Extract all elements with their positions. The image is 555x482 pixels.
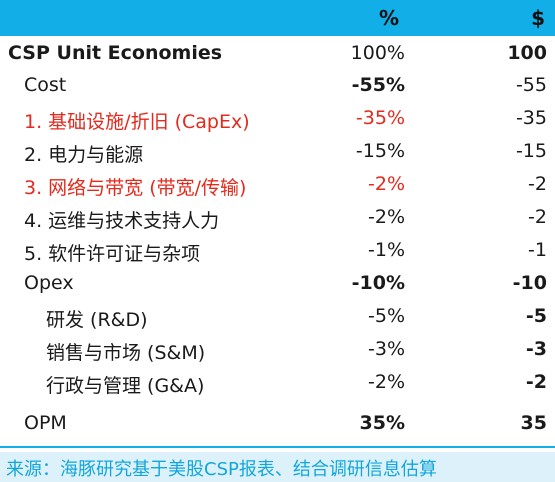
row-value: -2	[525, 371, 547, 393]
row-value: -3	[525, 338, 547, 360]
row-percent: -15%	[355, 140, 405, 162]
row-value: -55	[515, 74, 547, 96]
table-row-cost: Cost -55% -55	[0, 70, 555, 102]
table-header: % $	[0, 0, 555, 36]
row-label: 4. 运维与技术支持人力	[24, 210, 220, 232]
row-percent: 100%	[350, 42, 405, 64]
row-value: -15	[515, 140, 547, 162]
row-label: 2. 电力与能源	[24, 144, 144, 166]
row-label: 销售与市场 (S&M)	[46, 342, 206, 364]
row-value: -5	[525, 305, 547, 327]
row-percent: -10%	[351, 272, 405, 294]
row-percent: -35%	[355, 107, 405, 129]
row-value: -2	[528, 173, 547, 195]
table-row-csp-unit-economies: CSP Unit Economies 100% 100	[0, 38, 555, 70]
row-value: -1	[528, 239, 547, 261]
table-row-ops-staff: 4. 运维与技术支持人力 -2% -2	[0, 202, 555, 234]
row-value: -35	[515, 107, 547, 129]
row-value: 35	[520, 412, 547, 434]
row-percent: -2%	[368, 371, 405, 393]
table-row-opm: OPM 35% 35	[0, 408, 555, 440]
row-percent: -55%	[351, 74, 405, 96]
row-label: OPM	[24, 412, 67, 434]
row-percent: -1%	[368, 239, 405, 261]
row-label: CSP Unit Economies	[8, 42, 223, 64]
table-row-capex: 1. 基础设施/折旧 (CapEx) -35% -35	[0, 103, 555, 135]
row-percent: -2%	[368, 173, 405, 195]
percent-column-header: %	[378, 6, 399, 30]
row-percent: -2%	[368, 206, 405, 228]
row-percent: 35%	[359, 412, 405, 434]
row-label: Opex	[24, 272, 74, 294]
table-row-gna: 行政与管理 (G&A) -2% -2	[0, 367, 555, 399]
row-percent: -5%	[368, 305, 405, 327]
source-footer: 来源：海豚研究基于美股CSP报表、结合调研信息估算	[0, 452, 555, 482]
table-row-network: 3. 网络与带宽 (带宽/传输) -2% -2	[0, 169, 555, 201]
row-label: 1. 基础设施/折旧 (CapEx)	[24, 111, 250, 133]
table-row-snm: 销售与市场 (S&M) -3% -3	[0, 334, 555, 366]
table-row-opex: Opex -10% -10	[0, 268, 555, 300]
row-label: 行政与管理 (G&A)	[46, 375, 205, 397]
table-row-power: 2. 电力与能源 -15% -15	[0, 136, 555, 168]
row-value: 100	[507, 42, 547, 64]
row-percent: -3%	[368, 338, 405, 360]
row-label: Cost	[24, 74, 67, 96]
row-label: 3. 网络与带宽 (带宽/传输)	[24, 177, 247, 199]
table-row-rnd: 研发 (R&D) -5% -5	[0, 301, 555, 333]
footer-divider	[0, 446, 555, 448]
row-label: 研发 (R&D)	[46, 309, 148, 331]
source-note: 来源：海豚研究基于美股CSP报表、结合调研信息估算	[6, 459, 437, 480]
table-row-software: 5. 软件许可证与杂项 -1% -1	[0, 235, 555, 267]
dollar-column-header: $	[531, 6, 545, 30]
row-label: 5. 软件许可证与杂项	[24, 243, 201, 265]
row-value: -2	[528, 206, 547, 228]
row-value: -10	[512, 272, 547, 294]
